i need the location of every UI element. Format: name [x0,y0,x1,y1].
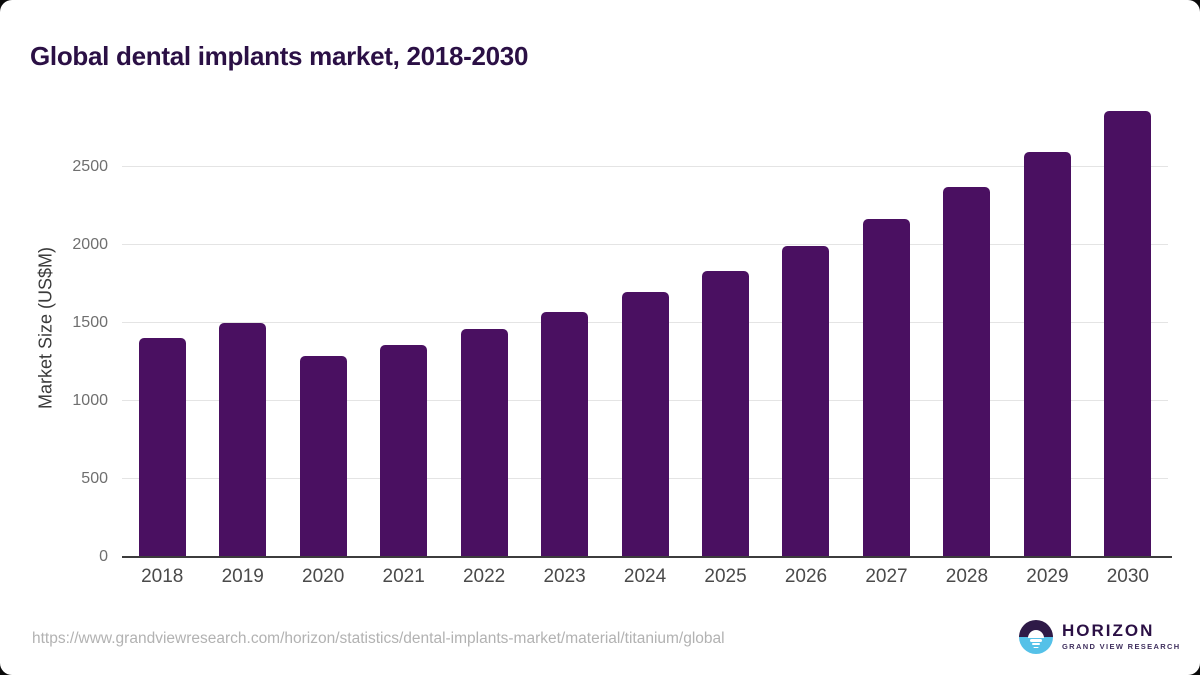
y-tick-label-0: 0 [99,548,108,565]
gridline-2000 [122,243,1168,245]
bar-2028 [943,187,991,557]
x-tick-label-2024: 2024 [623,566,667,587]
logo-water-ripple [1030,639,1042,642]
x-tick-label-2021: 2021 [382,566,425,587]
bar-slot-2027 [846,98,926,557]
plot-area [122,98,1172,558]
horizon-sunrise-over-water-icon [1019,620,1053,654]
bar-2027 [862,219,910,557]
bar-slot-2018 [122,98,202,557]
y-axis-tick-labels: 0 500 1000 1500 2000 2500 [0,98,108,565]
y-tick-label-2000: 2000 [72,235,108,253]
bar-2018 [138,338,186,557]
x-tick-label-2030: 2030 [1106,566,1149,587]
bar-slot-2024 [605,98,685,557]
bar-series [122,98,1168,557]
y-tick-label-1000: 1000 [72,391,108,409]
x-tick-label-2025: 2025 [704,566,747,587]
x-tick-label-2018: 2018 [141,566,184,587]
bar-slot-2022 [444,98,524,557]
x-tick-label-2029: 2029 [1026,566,1069,587]
x-tick-label-2020: 2020 [302,566,345,587]
bar-slot-2025 [685,98,765,557]
source-url: https://www.grandviewresearch.com/horizo… [32,630,725,647]
bar-2019 [219,322,267,557]
bar-slot-2029 [1007,98,1087,557]
y-tick-label-1500: 1500 [72,313,108,331]
bar-2030 [1104,110,1152,557]
horizon-logo: HORIZON GRAND VIEW RESEARCH [1019,620,1181,654]
bar-2026 [782,246,830,557]
bar-slot-2023 [524,98,604,557]
x-axis-tick-labels: 2018 2019 2020 2021 2022 2023 2024 2025 2026 2027… [122,566,1168,588]
chart-title: Global dental implants market, 2018-2030 [30,41,529,72]
bar-2020 [299,356,347,557]
x-tick-label-2028: 2028 [945,566,989,587]
logo-water-ripple [1033,646,1039,649]
y-tick-label-500: 500 [81,469,108,487]
bar-2023 [541,311,589,557]
x-axis-line [122,556,1172,558]
logo-brand-name: HORIZON [1062,621,1155,640]
logo-sun-shape [1028,629,1044,638]
x-tick-label-2026: 2026 [784,566,828,587]
bar-slot-2019 [202,98,282,557]
bar-2024 [621,292,669,557]
bar-2025 [702,270,750,557]
bar-slot-2028 [927,98,1007,557]
logo-sub-brand: GRAND VIEW RESEARCH [1062,642,1181,651]
bar-slot-2026 [766,98,846,557]
bar-slot-2021 [363,98,443,557]
x-tick-label-2022: 2022 [462,566,506,587]
x-tick-label-2023: 2023 [543,566,586,587]
x-tick-label-2019: 2019 [221,566,264,587]
bar-2022 [460,329,508,557]
bar-2029 [1023,151,1071,557]
bar-slot-2020 [283,98,363,557]
y-tick-label-2500: 2500 [72,157,108,175]
x-tick-label-2027: 2027 [865,566,908,587]
logo-water-ripple [1032,643,1040,646]
bar-2021 [380,344,428,557]
bar-slot-2030 [1088,98,1168,557]
gridline-2500 [122,165,1168,167]
logo-text: HORIZON GRAND VIEW RESEARCH [1062,621,1181,651]
